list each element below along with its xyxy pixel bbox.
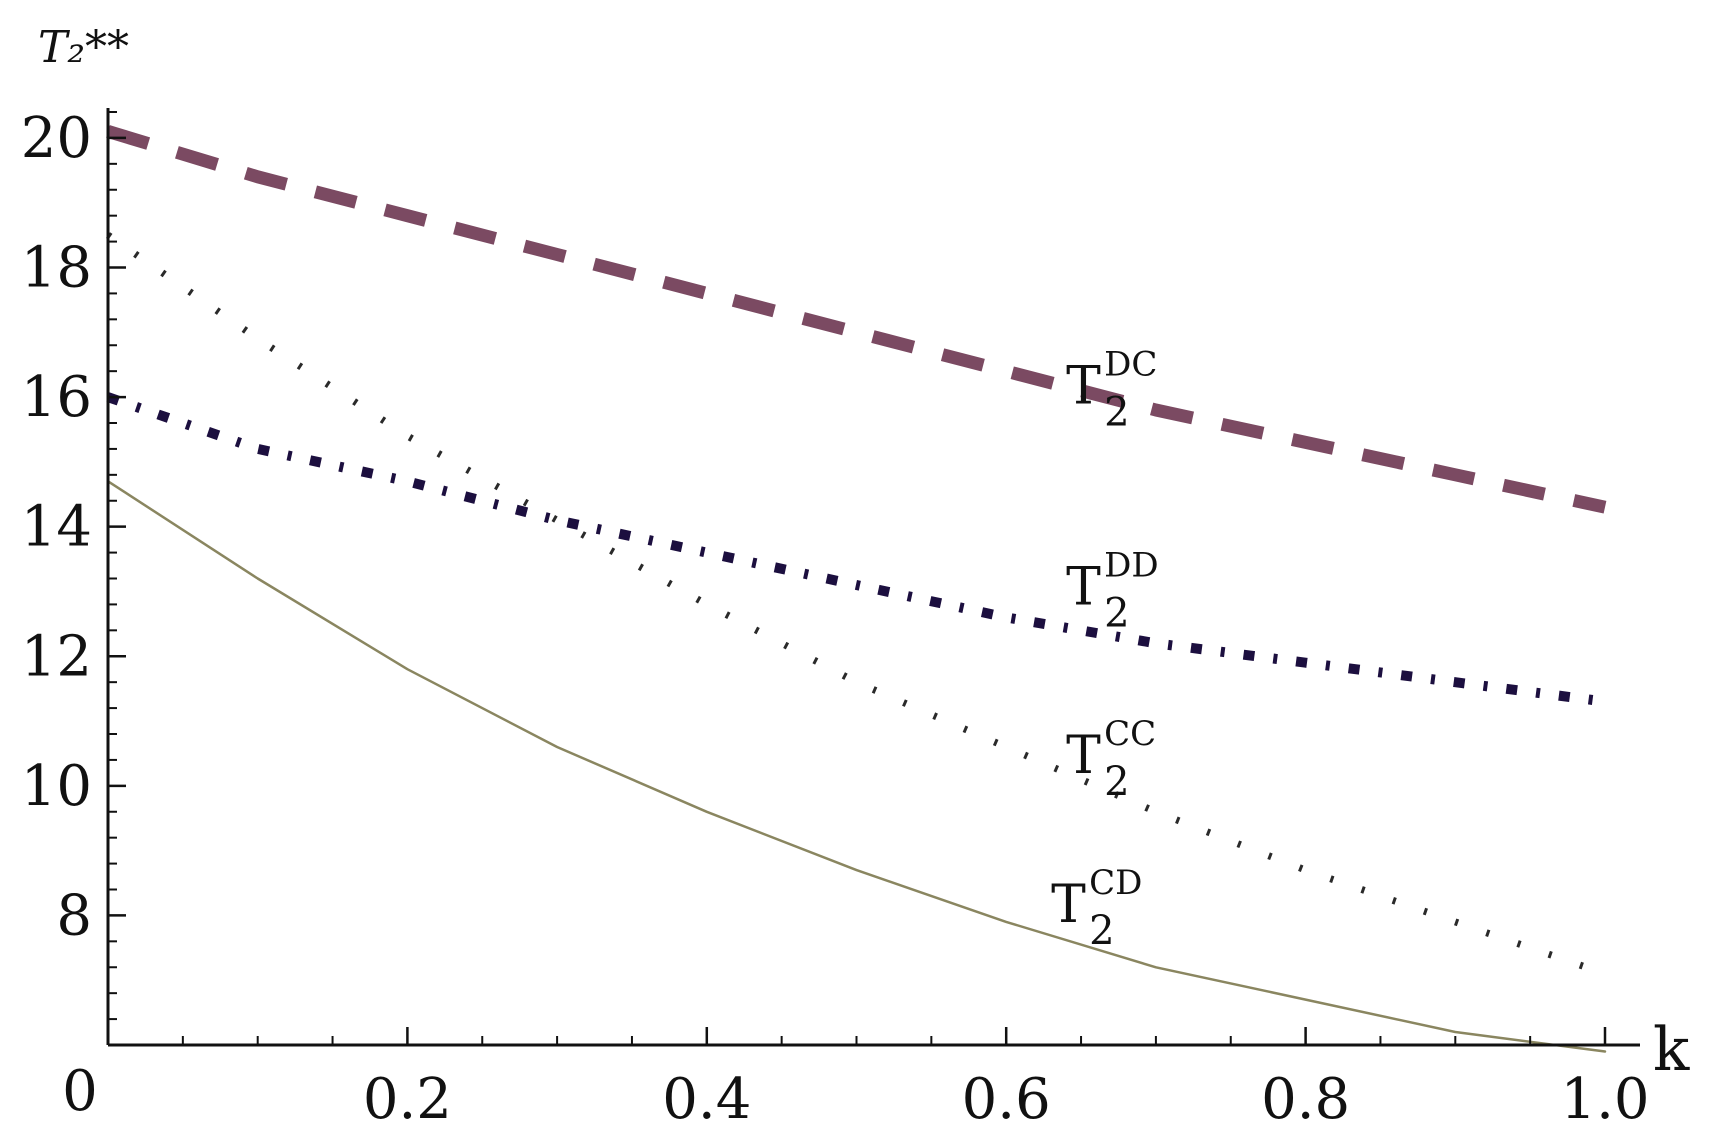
series-label-main: T — [1066, 726, 1101, 786]
series-label-t2cd: T CD 2 — [1051, 863, 1142, 954]
data-point-t2dd — [1005, 616, 1007, 618]
series-label-sup: CD — [1089, 863, 1142, 903]
data-point-t2cc — [856, 681, 858, 683]
data-point-t2cc — [556, 519, 558, 521]
x-tick-label: 1.0 — [1560, 1067, 1649, 1132]
y-tick-label: 18 — [21, 236, 92, 301]
series-line-t2cd — [106, 480, 1607, 1053]
series-layer — [106, 125, 1607, 1053]
x-axis-label: k — [1653, 1015, 1690, 1085]
y-tick-label: 16 — [21, 365, 92, 430]
data-point-t2cc — [1305, 869, 1307, 871]
x-tick-label: 0.6 — [962, 1067, 1051, 1132]
series-label-main: T — [1066, 357, 1101, 417]
data-point-t2cd — [1454, 1031, 1456, 1033]
data-point-t2cd — [706, 811, 708, 813]
data-point-t2cc — [1155, 811, 1157, 813]
data-point-t2cd — [856, 869, 858, 871]
y-tick-label: 20 — [21, 106, 92, 171]
series-label-sub: 2 — [1104, 590, 1129, 636]
series-label-sup: CC — [1104, 714, 1156, 754]
series-label-t2cc: T CC 2 — [1066, 714, 1156, 805]
data-point-t2dd — [1604, 701, 1606, 703]
data-point-t2cc — [406, 435, 408, 437]
series-label-main: T — [1051, 875, 1086, 935]
data-point-t2cd — [1604, 1050, 1606, 1052]
series-label-sub: 2 — [1089, 908, 1114, 954]
data-point-t2cc — [706, 603, 708, 605]
data-point-t2dd — [257, 448, 259, 450]
data-point-t2cd — [556, 746, 558, 748]
series-label-sup: DC — [1104, 345, 1157, 385]
series-label-t2dc: T DC 2 — [1066, 345, 1157, 436]
x-tick-label: 0.4 — [662, 1067, 751, 1132]
data-point-t2dc — [1155, 409, 1157, 411]
data-point-t2cd — [1155, 966, 1157, 968]
y-tick-label: 10 — [21, 754, 92, 819]
series-label-t2dd: T DD 2 — [1066, 545, 1159, 636]
data-point-t2cc — [257, 338, 259, 340]
data-point-t2cc — [1454, 921, 1456, 923]
data-point-t2dc — [856, 331, 858, 333]
series-label-main: T — [1066, 557, 1101, 617]
data-point-t2cd — [406, 668, 408, 670]
data-point-t2dd — [1305, 662, 1307, 664]
data-point-t2dc — [556, 254, 558, 256]
data-point-t2dd — [856, 584, 858, 586]
data-point-t2dc — [706, 292, 708, 294]
data-point-t2dc — [257, 176, 259, 178]
data-point-t2dc — [1604, 506, 1606, 508]
data-point-t2cd — [1005, 921, 1007, 923]
y-tick-label: 14 — [21, 495, 92, 560]
data-point-t2dc — [1305, 441, 1307, 443]
x-tick-label: 0.2 — [363, 1067, 452, 1132]
data-point-t2dd — [406, 480, 408, 482]
series-label-sup: DD — [1104, 545, 1159, 585]
origin-label: 0 — [62, 1059, 98, 1124]
y-tick-label: 12 — [21, 624, 92, 689]
data-point-t2dc — [1005, 370, 1007, 372]
data-point-t2cc — [1005, 746, 1007, 748]
x-tick-label: 0.8 — [1261, 1067, 1350, 1132]
data-point-t2dd — [1454, 681, 1456, 683]
data-point-t2dc — [406, 215, 408, 217]
data-point-t2dd — [706, 552, 708, 554]
data-point-t2cc — [1604, 973, 1606, 975]
data-point-t2cd — [1305, 999, 1307, 1001]
data-point-t2dc — [1454, 474, 1456, 476]
data-point-t2dd — [1155, 642, 1157, 644]
y-tick-label: 8 — [56, 883, 92, 948]
series-line-t2dd — [106, 392, 1606, 707]
series-label-sub: 2 — [1104, 759, 1129, 805]
data-point-t2cd — [257, 578, 259, 580]
series-label-sub: 2 — [1104, 390, 1129, 436]
y-axis-label: T₂** — [38, 22, 129, 73]
